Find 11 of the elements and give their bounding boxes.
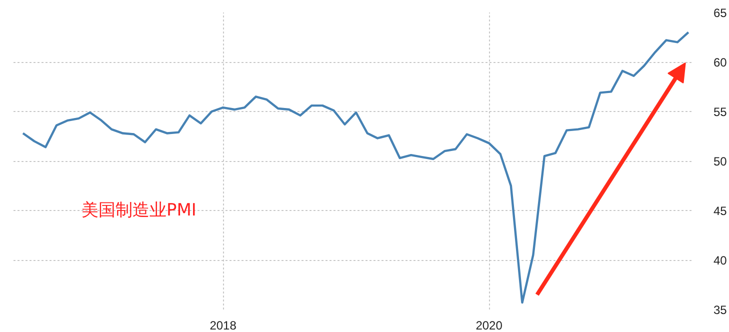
y-tick-label: 60 xyxy=(714,56,728,70)
x-tick-label: 2018 xyxy=(210,318,237,332)
line-series xyxy=(22,31,690,304)
y-tick-label: 35 xyxy=(714,303,728,317)
y-tick-label: 65 xyxy=(714,6,728,20)
y-tick-label: 50 xyxy=(714,154,728,168)
x-tick-label: 2020 xyxy=(476,318,503,332)
y-tick-label: 40 xyxy=(714,254,728,268)
y-tick-label: 45 xyxy=(714,204,728,218)
annotation: 美国制造业PMI xyxy=(82,200,196,220)
y-tick-label: 55 xyxy=(714,105,728,119)
